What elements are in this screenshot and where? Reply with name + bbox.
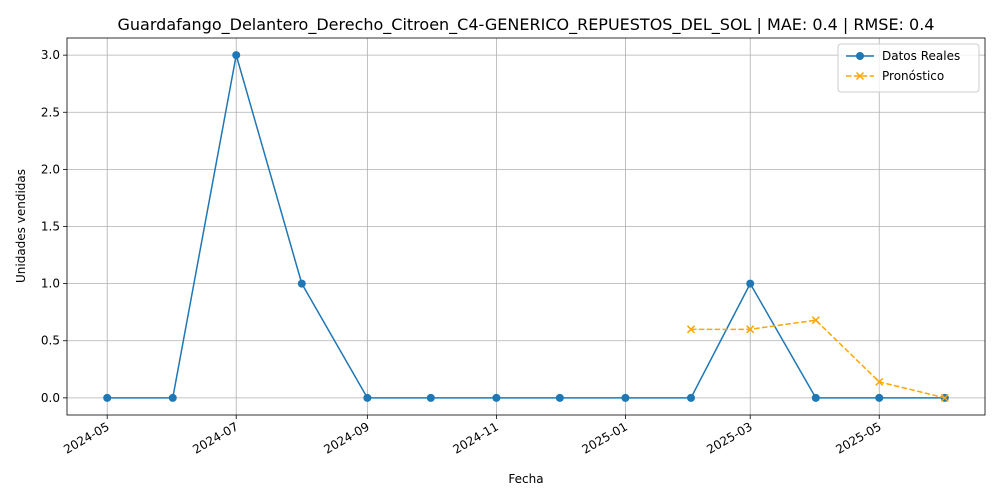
data-point-datos-reales <box>555 393 564 402</box>
y-tick-label: 0.0 <box>41 391 60 405</box>
series-line-0 <box>107 54 945 399</box>
data-point-pronostico <box>746 325 755 334</box>
data-point-pronostico <box>875 377 884 386</box>
y-tick-label: 0.5 <box>41 334 60 348</box>
y-tick-label: 1.0 <box>41 277 60 291</box>
legend-label-datos-reales: Datos Reales <box>882 49 960 63</box>
data-point-datos-reales <box>875 393 884 402</box>
x-tick-label: 2025-01 <box>579 419 629 456</box>
y-tick-label: 1.5 <box>41 220 60 234</box>
data-point-datos-reales <box>686 393 695 402</box>
x-tick-label: 2024-05 <box>61 419 111 456</box>
series-layer <box>103 51 949 402</box>
legend: Datos Reales Pronóstico <box>837 43 980 93</box>
x-tick-label: 2025-05 <box>833 419 883 456</box>
x-tick-label: 2025-03 <box>704 419 754 456</box>
data-point-datos-reales <box>426 393 435 402</box>
y-tick-label: 3.0 <box>41 48 60 62</box>
data-point-datos-reales <box>103 393 112 402</box>
data-point-datos-reales <box>746 279 755 288</box>
y-axis-ticks: 0.0 0.5 1.0 1.5 2.0 2.5 3.0 <box>41 48 67 405</box>
data-point-datos-reales <box>811 393 820 402</box>
legend-marker-datos-reales <box>856 52 864 60</box>
data-point-datos-reales <box>168 393 177 402</box>
x-axis-ticks: 2024-05 2024-07 2024-09 2024-11 2025-01 2025-… <box>61 415 884 457</box>
data-point-datos-reales <box>297 279 306 288</box>
legend-label-pronostico: Pronóstico <box>882 69 944 83</box>
data-point-datos-reales <box>492 393 501 402</box>
x-axis-title: Fecha <box>508 472 543 486</box>
grid <box>67 38 985 415</box>
y-tick-label: 2.5 <box>41 105 60 119</box>
y-axis-title: Unidades vendidas <box>14 169 28 283</box>
data-point-datos-reales <box>363 393 372 402</box>
data-point-datos-reales <box>232 51 241 60</box>
data-point-pronostico <box>686 325 696 334</box>
legend-x-marker <box>855 71 865 81</box>
x-tick-label: 2024-09 <box>321 419 371 456</box>
data-point-datos-reales <box>621 393 630 402</box>
data-point-pronostico <box>811 316 820 325</box>
legend-marker-pronostico <box>855 71 865 81</box>
y-tick-label: 2.0 <box>41 162 60 176</box>
x-tick-label: 2024-07 <box>190 419 240 456</box>
chart-title: Guardafango_Delantero_Derecho_Citroen_C4… <box>118 15 935 35</box>
x-tick-label: 2024-11 <box>450 419 500 456</box>
series-line-1 <box>690 319 945 399</box>
data-point-pronostico <box>940 393 949 402</box>
